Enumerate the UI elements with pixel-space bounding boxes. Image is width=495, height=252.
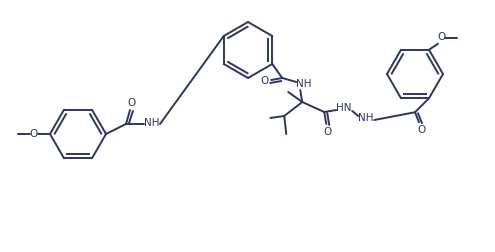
Text: HN: HN [337, 103, 352, 113]
Text: O: O [127, 98, 135, 108]
Text: NH: NH [358, 113, 374, 123]
Text: O: O [323, 127, 331, 137]
Text: NH: NH [297, 79, 312, 89]
Text: O: O [260, 76, 268, 86]
Text: NH: NH [144, 118, 160, 128]
Text: O: O [30, 129, 38, 139]
Text: O: O [417, 125, 425, 135]
Text: O: O [438, 32, 446, 42]
